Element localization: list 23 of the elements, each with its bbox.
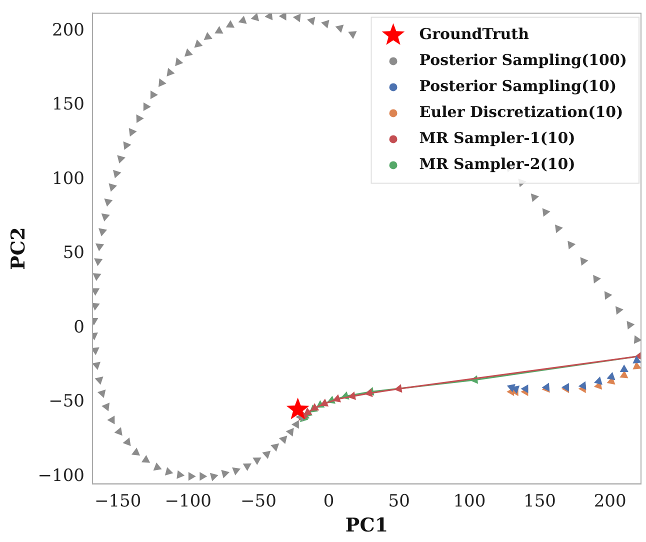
y-tick-label: 100 [52,168,84,189]
x-tick-label: 100 [453,491,486,512]
legend-label: Euler Discretization(10) [419,103,624,122]
x-tick-label: −50 [240,491,276,512]
legend-label: Posterior Sampling(10) [419,77,617,96]
y-axis-title: PC2 [7,227,30,270]
x-axis-title: PC1 [345,514,388,537]
y-tick-label: 200 [52,20,84,40]
x-tick-label: −100 [164,491,212,512]
x-tick-label: 150 [524,491,556,512]
x-tick-label: 50 [388,491,410,512]
x-tick-label: −150 [94,491,142,512]
x-tick-label: 0 [323,491,334,512]
x-tick-label: 200 [594,491,626,512]
legend-label: GroundTruth [419,25,530,44]
legend-label: Posterior Sampling(100) [419,51,628,70]
y-tick-label: −100 [38,466,84,486]
y-tick-label: 50 [62,243,84,264]
legend-label: MR Sampler-1(10) [419,129,576,148]
y-tick-label: −50 [48,392,84,412]
y-tick-label: 0 [74,317,84,338]
y-tick-label: 150 [52,94,84,115]
legend-label: MR Sampler-2(10) [419,155,576,174]
